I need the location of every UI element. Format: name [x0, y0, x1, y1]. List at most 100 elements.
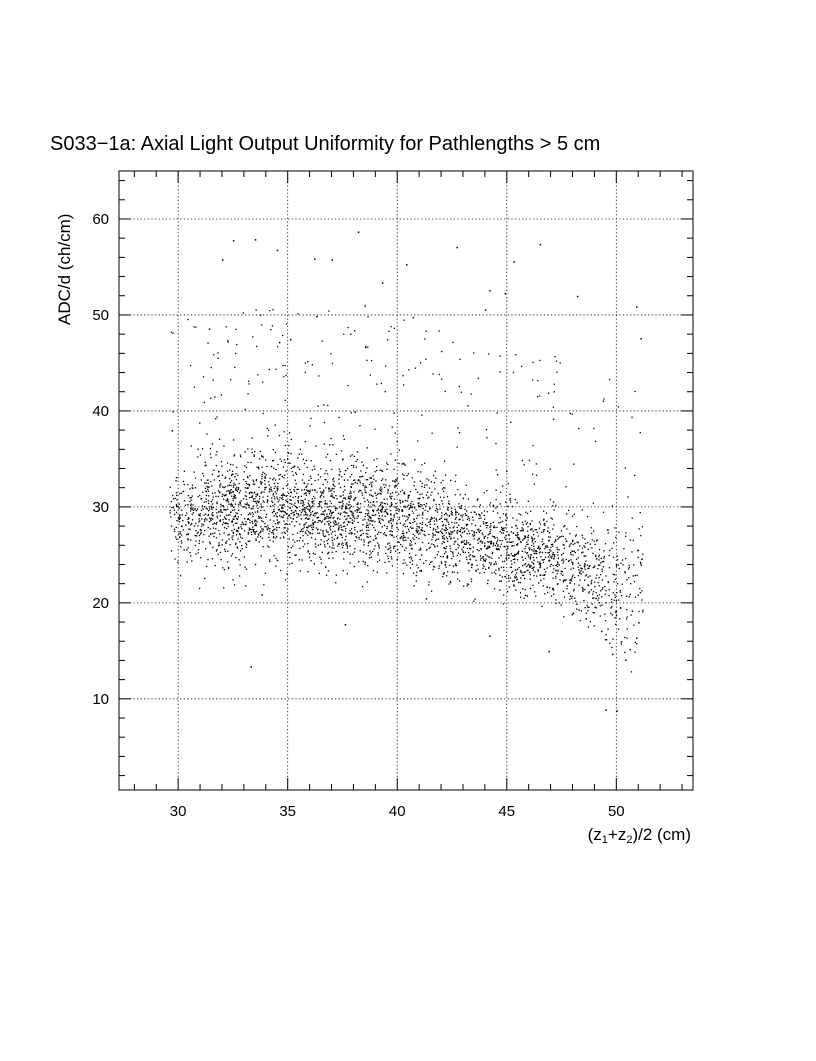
data-point [527, 556, 530, 558]
data-point [406, 525, 408, 528]
data-point [414, 542, 417, 545]
data-point [546, 586, 548, 588]
data-point [230, 489, 232, 491]
data-point [441, 535, 444, 538]
data-point [604, 593, 606, 595]
data-point [287, 528, 289, 530]
data-point [240, 456, 242, 458]
data-point [450, 533, 452, 535]
data-point [374, 471, 376, 473]
data-point [348, 495, 350, 497]
data-point [521, 574, 524, 576]
data-point [220, 503, 222, 506]
data-point [255, 345, 258, 347]
data-point [434, 545, 436, 547]
data-point [300, 518, 302, 520]
data-point [257, 500, 259, 502]
data-point [430, 516, 433, 519]
data-point [208, 510, 210, 512]
data-point [405, 539, 407, 541]
data-point [253, 492, 255, 494]
data-point [285, 513, 288, 515]
data-point [475, 570, 477, 572]
data-point [377, 552, 379, 554]
data-point [178, 521, 181, 523]
data-point [225, 499, 227, 502]
data-point [371, 514, 374, 516]
data-point [391, 426, 393, 428]
data-point [556, 562, 559, 564]
data-point [232, 531, 234, 534]
data-point [253, 454, 255, 456]
data-point [610, 607, 612, 609]
data-point [307, 525, 310, 527]
data-point [207, 488, 209, 490]
data-point [435, 529, 437, 531]
data-point [211, 507, 213, 509]
data-point [532, 550, 534, 552]
data-point [272, 533, 275, 535]
data-point [411, 527, 413, 529]
data-point [625, 557, 627, 560]
data-point [419, 493, 421, 496]
data-point [294, 490, 296, 492]
data-point [300, 502, 302, 504]
data-point [273, 477, 275, 479]
data-point [454, 541, 456, 543]
data-point [370, 517, 372, 519]
data-point [328, 534, 330, 536]
data-point [331, 547, 333, 549]
data-point [264, 487, 266, 489]
data-point [278, 435, 281, 437]
data-point [472, 546, 474, 548]
data-point [366, 359, 368, 361]
data-point [442, 556, 444, 558]
data-point [347, 520, 349, 523]
data-point [613, 556, 615, 558]
data-point [519, 582, 522, 584]
data-point [531, 528, 533, 530]
data-point [223, 487, 225, 489]
data-point [484, 522, 486, 524]
data-point [397, 482, 399, 484]
data-point [328, 557, 330, 559]
data-point [276, 498, 278, 500]
data-point [190, 539, 192, 541]
data-point [624, 572, 626, 574]
data-point [450, 513, 452, 515]
data-point [456, 554, 458, 557]
data-point [302, 528, 304, 530]
data-point [325, 456, 327, 458]
data-point [553, 541, 556, 543]
data-point [546, 567, 548, 569]
data-point [513, 561, 516, 564]
data-point [412, 521, 414, 524]
data-point [418, 527, 420, 529]
data-point [384, 486, 386, 488]
data-point [372, 550, 374, 552]
data-point [279, 497, 281, 499]
data-point [441, 378, 443, 380]
data-point [205, 507, 208, 509]
data-point [225, 542, 227, 544]
data-point [279, 514, 281, 517]
data-point [478, 513, 480, 515]
data-point [391, 492, 394, 494]
data-point [236, 547, 239, 549]
data-point [577, 541, 579, 544]
data-point [441, 512, 443, 514]
data-point [421, 464, 423, 466]
data-point [224, 517, 226, 520]
data-point [343, 333, 345, 335]
data-point [319, 487, 321, 489]
data-point [582, 589, 584, 591]
data-point [346, 545, 348, 547]
data-point [269, 560, 271, 563]
data-point [496, 541, 498, 543]
data-point [431, 517, 433, 520]
data-point [628, 596, 630, 598]
data-point [447, 506, 449, 509]
data-point [492, 505, 494, 507]
data-point [313, 500, 315, 502]
data-point [409, 552, 411, 555]
